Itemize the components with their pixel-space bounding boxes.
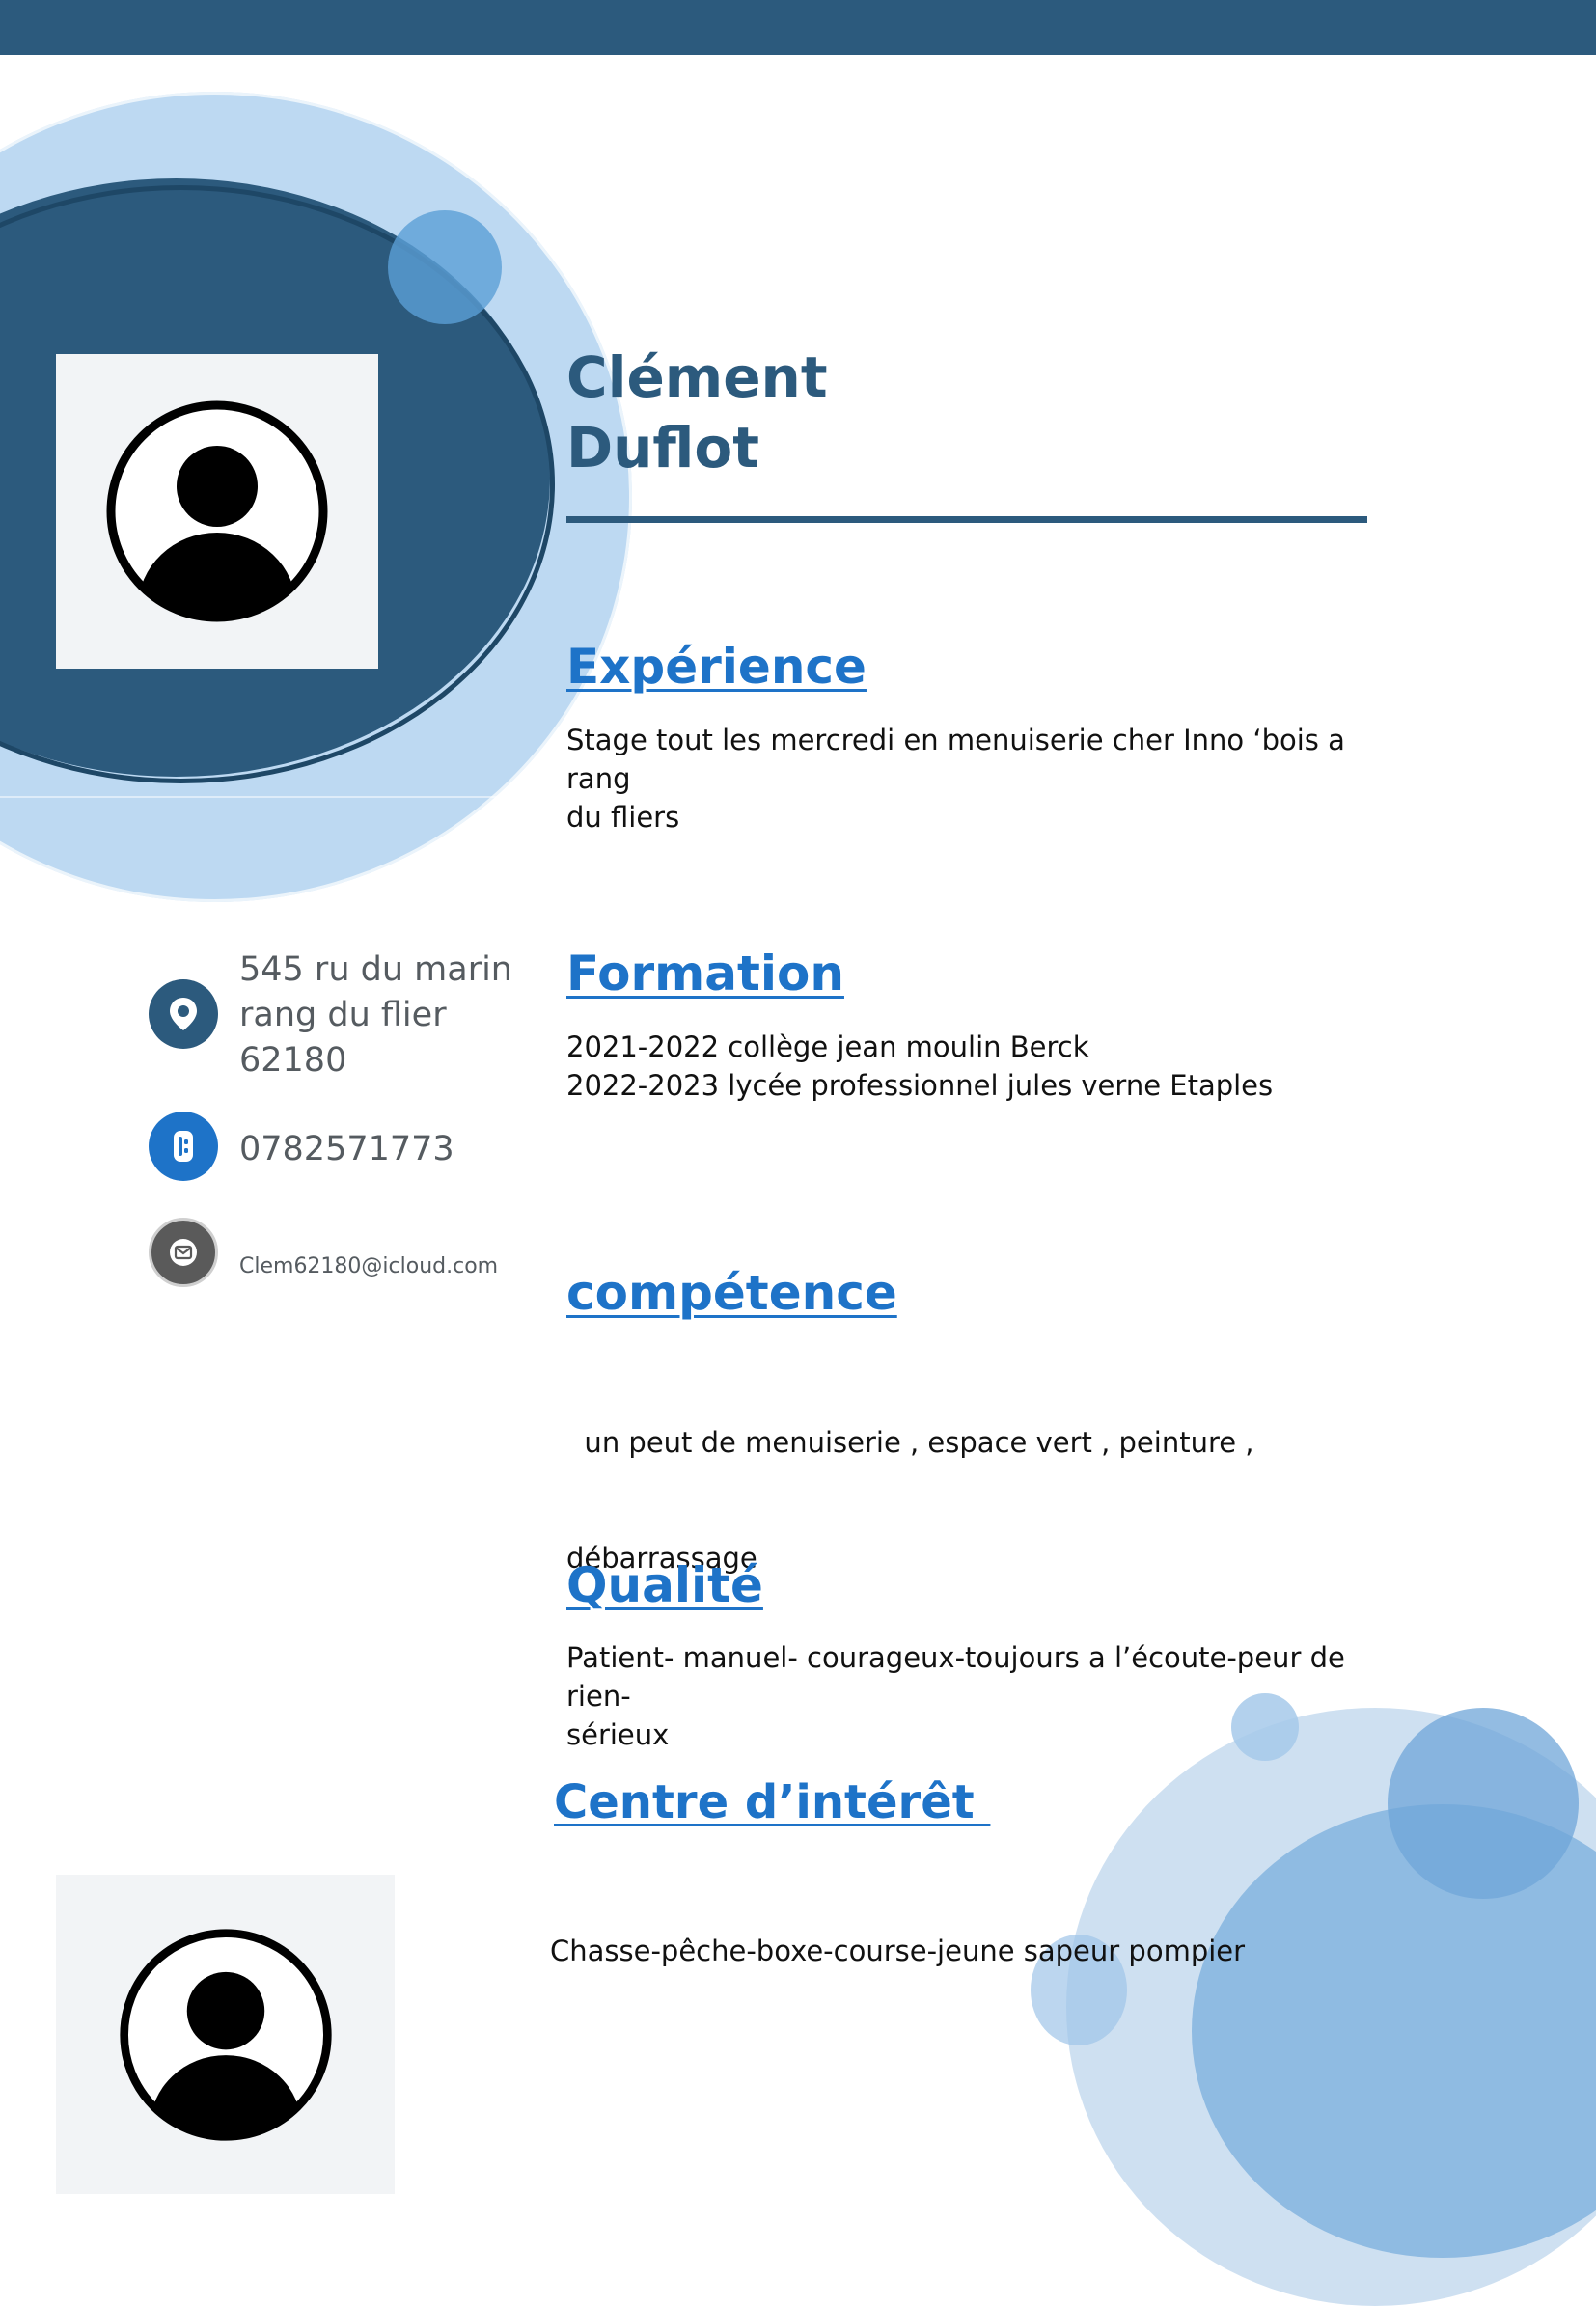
experience-title: Expérience	[566, 639, 867, 695]
email-address[interactable]: Clem62180@icloud.com	[239, 1254, 499, 1278]
formation-text: 2021-2022 collège jean moulin Berck 2022…	[566, 1028, 1387, 1105]
mail-icon	[149, 1218, 218, 1287]
location-pin-icon	[149, 979, 218, 1049]
formation-line: 2021-2022 collège jean moulin Berck	[566, 1030, 1089, 1063]
formation-title: Formation	[566, 946, 844, 1002]
qualite-line: Patient- manuel- courageux-toujours a l’…	[566, 1641, 1345, 1713]
decorative-circle-small	[388, 210, 502, 324]
address: 545 ru du marin rang du flier 62180	[239, 947, 512, 1084]
decorative-circle-bottom-top	[1388, 1708, 1579, 1899]
secondary-photo-placeholder	[56, 1875, 395, 2194]
experience-text: Stage tout les mercredi en menuiserie ch…	[566, 721, 1387, 837]
candidate-name: Clément Duflot	[566, 343, 828, 483]
user-avatar-icon	[106, 400, 328, 622]
qualite-line: sérieux	[566, 1718, 670, 1751]
last-name: Duflot	[566, 415, 759, 481]
competence-line: un peut de menuiserie , espace vert , pe…	[566, 1426, 1254, 1459]
decorative-circle-bottom-tiny	[1231, 1693, 1299, 1761]
name-divider	[566, 516, 1367, 523]
profile-photo-placeholder	[56, 354, 378, 669]
decorative-line	[0, 796, 540, 798]
address-line: 545 ru du marin	[239, 950, 512, 989]
phone-number[interactable]: 0782571773	[239, 1130, 454, 1168]
qualite-title: Qualité	[566, 1557, 763, 1613]
address-line: 62180	[239, 1041, 347, 1080]
competence-line: débarrassage	[566, 1542, 757, 1575]
qualite-text: Patient- manuel- courageux-toujours a l’…	[566, 1638, 1387, 1754]
formation-line: 2022-2023 lycée professionnel jules vern…	[566, 1069, 1274, 1102]
experience-line: du fliers	[566, 801, 680, 834]
experience-line: Stage tout les mercredi en menuiserie ch…	[566, 724, 1345, 795]
interests-title: Centre d’intérêt	[554, 1775, 991, 1829]
user-avatar-icon	[119, 1928, 332, 2141]
decorative-circle-bottom-mid	[1031, 1935, 1127, 2045]
address-line: rang du flier	[239, 996, 447, 1034]
header-bar	[0, 0, 1596, 55]
phone-icon	[149, 1112, 218, 1181]
competence-text: un peut de menuiserie , espace vert , pe…	[566, 1346, 1387, 1616]
competence-title: compétence	[566, 1265, 897, 1321]
first-name: Clément	[566, 344, 828, 410]
interests-text: Chasse-pêche-boxe-course-jeune sapeur po…	[550, 1935, 1246, 1967]
